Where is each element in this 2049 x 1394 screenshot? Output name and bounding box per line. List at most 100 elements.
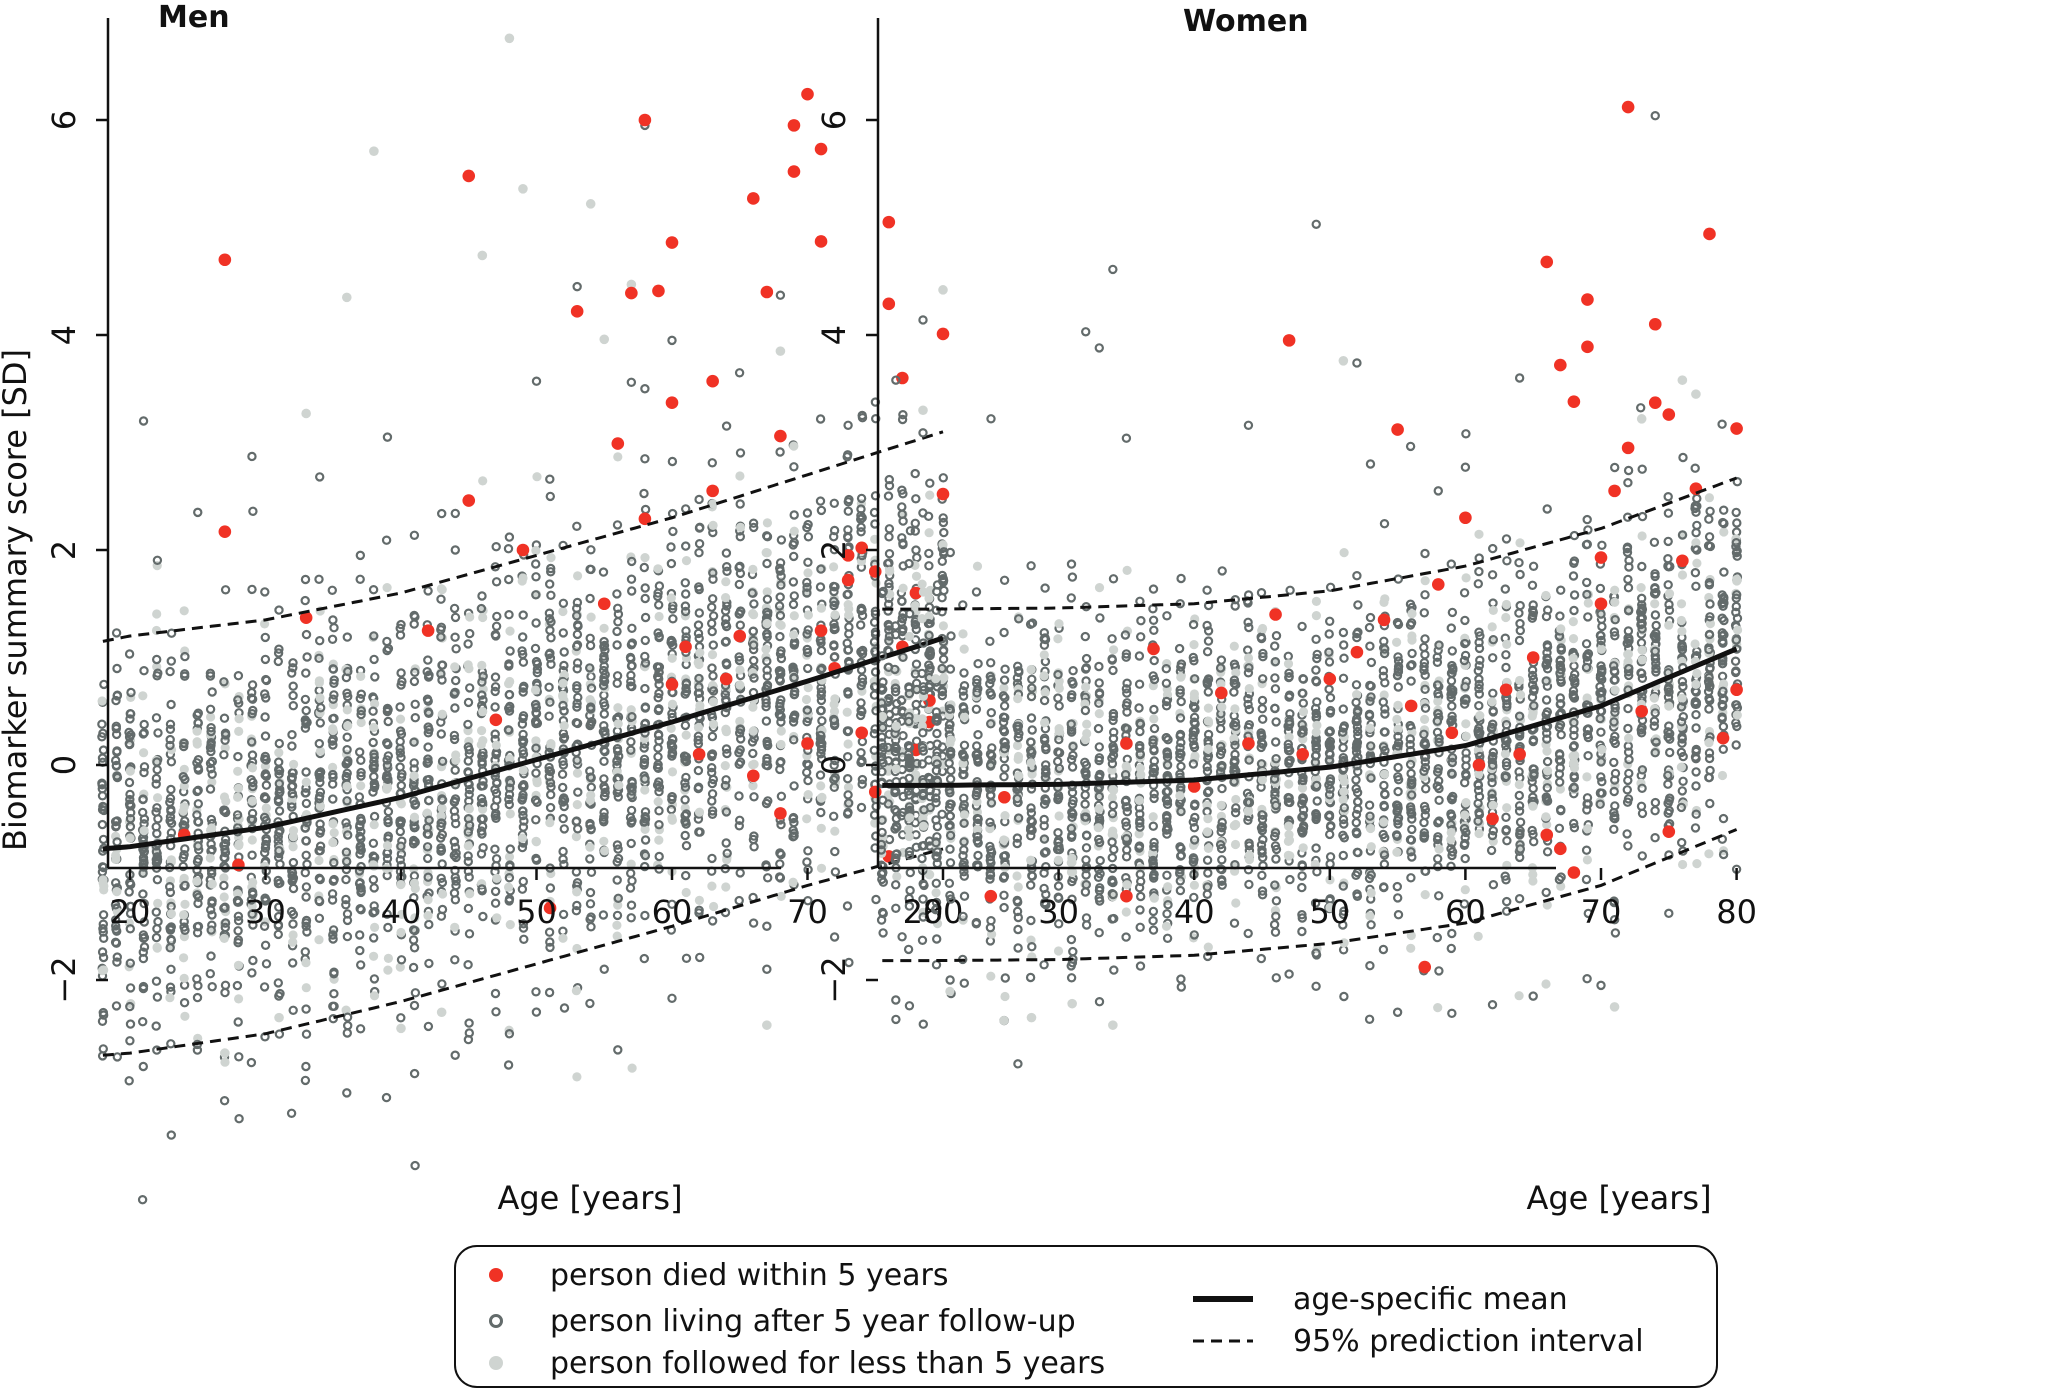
followed-less-point: [1054, 726, 1064, 736]
died-point: [719, 672, 733, 686]
living-point: [504, 689, 515, 700]
living-point: [1353, 600, 1363, 610]
living-point: [356, 905, 366, 915]
living-point: [436, 911, 447, 921]
living-point: [356, 689, 366, 699]
living-point: [1405, 441, 1416, 452]
living-point: [1000, 973, 1011, 983]
living-point: [911, 624, 922, 635]
living-point: [259, 982, 270, 992]
followed-less-point: [219, 792, 230, 802]
living-point: [1025, 619, 1036, 630]
living-point: [1311, 634, 1321, 645]
living-point: [288, 690, 298, 701]
living-point: [1081, 870, 1091, 880]
living-point: [626, 574, 637, 584]
living-point: [803, 663, 813, 674]
living-point: [1148, 906, 1159, 917]
followed-less-point: [614, 780, 624, 790]
living-point: [1339, 653, 1349, 663]
living-point: [884, 481, 895, 491]
followed-less-point: [599, 334, 610, 345]
living-point: [98, 1007, 109, 1018]
living-point: [1107, 877, 1117, 887]
living-point: [370, 672, 380, 682]
living-point: [247, 850, 257, 860]
living-point: [531, 559, 541, 569]
living-point: [1162, 933, 1173, 944]
followed-less-point: [1203, 814, 1213, 824]
living-point: [816, 505, 827, 516]
living-point: [545, 579, 555, 589]
living-point: [640, 683, 650, 694]
living-point: [300, 694, 311, 705]
living-point: [477, 677, 487, 687]
living-point: [356, 845, 366, 855]
living-point: [192, 992, 203, 1003]
living-point: [734, 368, 745, 378]
living-point: [1176, 982, 1187, 992]
living-point: [111, 695, 121, 706]
followed-less-point: [1339, 787, 1349, 797]
living-point: [517, 795, 527, 805]
followed-less-point: [708, 520, 718, 531]
living-point: [857, 736, 868, 747]
living-point: [151, 1021, 161, 1031]
living-point: [720, 606, 731, 616]
living-point: [891, 813, 902, 824]
living-point: [517, 842, 528, 853]
followed-less-point: [612, 920, 622, 930]
living-point: [233, 938, 243, 948]
followed-less-point: [959, 712, 970, 722]
living-point: [166, 828, 177, 838]
died-point: [625, 286, 638, 300]
living-point: [288, 701, 298, 711]
living-point: [328, 664, 338, 674]
living-point: [878, 867, 888, 878]
living-point: [971, 704, 982, 715]
living-point: [1094, 689, 1105, 699]
living-point: [1325, 705, 1336, 716]
living-point: [694, 523, 705, 533]
living-point: [1366, 657, 1377, 668]
living-point: [490, 844, 500, 854]
living-point: [1284, 969, 1294, 979]
living-point: [830, 867, 841, 877]
followed-less-point: [1244, 850, 1254, 861]
followed-less-point: [1366, 888, 1376, 898]
living-point: [492, 611, 502, 622]
living-point: [931, 798, 941, 808]
living-point: [803, 846, 813, 856]
living-point: [1380, 727, 1390, 737]
living-point: [924, 561, 934, 571]
living-point: [341, 818, 351, 828]
followed-less-point: [438, 889, 448, 899]
living-point: [464, 745, 474, 755]
living-point: [450, 1050, 460, 1060]
living-point: [315, 787, 326, 797]
living-point: [559, 660, 569, 671]
living-point: [558, 700, 568, 711]
living-point: [640, 612, 651, 623]
living-point: [450, 703, 460, 713]
living-point: [1026, 691, 1037, 702]
living-point: [829, 932, 840, 942]
living-point: [1285, 585, 1295, 596]
living-point: [878, 928, 888, 938]
living-point: [1162, 909, 1172, 919]
followed-less-point: [1039, 671, 1049, 681]
cloud-layer-women: [876, 403, 1743, 1029]
living-point: [918, 1019, 929, 1029]
living-point: [1217, 566, 1227, 576]
followed-less-point: [288, 937, 298, 947]
living-point: [396, 841, 406, 851]
living-point: [234, 1052, 244, 1062]
living-point: [179, 922, 189, 932]
living-point: [905, 526, 916, 536]
followed-less-point: [288, 842, 298, 852]
living-point: [627, 623, 637, 634]
living-point: [193, 507, 203, 518]
living-point: [369, 974, 380, 984]
